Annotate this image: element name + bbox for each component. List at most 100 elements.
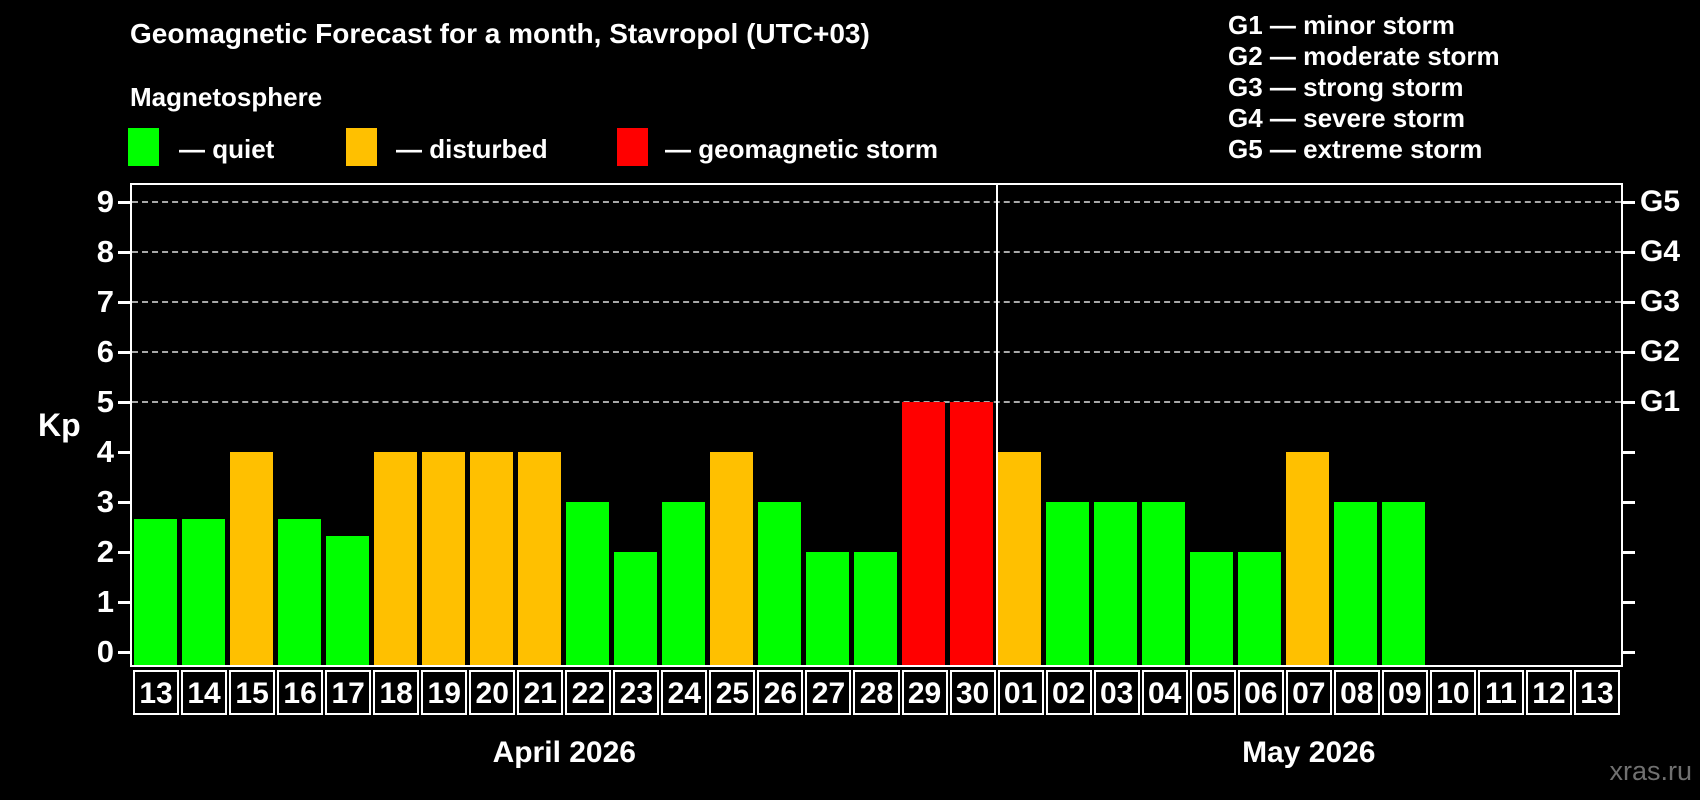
g-level-label-g3: G3 — [1640, 285, 1681, 318]
date-cell: 29 — [901, 670, 948, 715]
g-level-label-g4: G4 — [1640, 235, 1681, 268]
y-axis-tick — [118, 251, 130, 254]
date-cell: 20 — [469, 670, 516, 715]
kp-bar — [133, 518, 177, 665]
date-cell: 13 — [1573, 670, 1620, 715]
date-cell: 07 — [1285, 670, 1332, 715]
y-axis-title: Kp — [38, 407, 81, 443]
right-axis-tick — [1623, 351, 1635, 354]
date-cell: 28 — [853, 670, 900, 715]
date-cell: 04 — [1141, 670, 1188, 715]
y-axis-label-7: 7 — [96, 284, 114, 319]
date-cell: 18 — [373, 670, 420, 715]
right-axis-tick — [1623, 451, 1635, 454]
legend-label-quiet: — quiet — [179, 134, 275, 164]
legend-label-disturbed: — disturbed — [396, 134, 548, 164]
y-axis-tick — [118, 401, 130, 404]
y-axis-label-5: 5 — [96, 384, 114, 419]
date-cell: 26 — [757, 670, 804, 715]
kp-bar — [950, 402, 994, 665]
storm-scale-line-4: G4 — severe storm — [1228, 103, 1466, 133]
date-cell: 15 — [229, 670, 276, 715]
month-label-right: May 2026 — [1242, 736, 1376, 769]
right-axis-tick — [1623, 601, 1635, 604]
date-cell: 24 — [661, 670, 708, 715]
y-axis-tick — [118, 301, 130, 304]
y-axis-tick — [118, 501, 130, 504]
y-axis-label-3: 3 — [96, 484, 114, 519]
date-cell: 22 — [565, 670, 612, 715]
y-axis-tick — [118, 351, 130, 354]
right-axis-tick — [1623, 251, 1635, 254]
y-axis-label-2: 2 — [96, 534, 114, 569]
y-axis-label-4: 4 — [96, 434, 114, 469]
date-cell: 03 — [1093, 670, 1140, 715]
kp-bar — [902, 402, 946, 665]
date-cell: 25 — [709, 670, 756, 715]
kp-bar — [325, 535, 369, 665]
right-axis-tick — [1623, 401, 1635, 404]
date-cell: 21 — [517, 670, 564, 715]
magnetosphere-subtitle: Magnetosphere — [130, 82, 323, 112]
kp-bar — [998, 452, 1042, 665]
date-cell: 02 — [1045, 670, 1092, 715]
kp-bar — [757, 502, 801, 665]
disturbed-color-swatch-icon — [346, 128, 377, 166]
storm-scale-line-1: G1 — minor storm — [1228, 10, 1455, 40]
date-cell: 05 — [1189, 670, 1236, 715]
date-cell: 09 — [1381, 670, 1428, 715]
y-axis-tick — [118, 451, 130, 454]
kp-bar — [565, 502, 609, 665]
kp-bar — [229, 452, 273, 665]
quiet-color-swatch-icon — [128, 128, 159, 166]
kp-bar — [1286, 452, 1330, 665]
month-label-left: April 2026 — [492, 736, 636, 769]
gridline-kp6 — [132, 351, 1621, 353]
kp-bar — [1382, 502, 1426, 665]
date-cell: 30 — [949, 670, 996, 715]
storm-color-swatch-icon — [617, 128, 648, 166]
kp-bar — [373, 452, 417, 665]
storm-scale-legend: G1 — minor storm G2 — moderate storm G3 — … — [1228, 10, 1500, 165]
y-axis-label-6: 6 — [96, 334, 114, 369]
kp-bar — [661, 502, 705, 665]
watermark: xras.ru — [1609, 756, 1692, 786]
kp-bar — [421, 452, 465, 665]
kp-bar — [1334, 502, 1378, 665]
y-axis-label-1: 1 — [96, 584, 114, 619]
g-level-label-g2: G2 — [1640, 335, 1681, 368]
month-separator — [995, 185, 998, 665]
kp-bar — [854, 552, 897, 665]
kp-bar — [1046, 502, 1090, 665]
date-cell: 12 — [1525, 670, 1572, 715]
y-axis-label-9: 9 — [96, 184, 114, 219]
kp-bar — [805, 552, 849, 665]
plot-area — [130, 183, 1623, 667]
kp-bar — [1238, 552, 1282, 665]
kp-bar — [277, 518, 321, 665]
date-cell: 01 — [997, 670, 1044, 715]
legend-label-storm: — geomagnetic storm — [665, 134, 939, 164]
kp-bar — [709, 452, 753, 665]
y-axis-tick — [118, 601, 130, 604]
y-axis-tick — [118, 551, 130, 554]
y-axis-tick — [118, 201, 130, 204]
right-axis-tick — [1623, 651, 1635, 654]
kp-bar — [1142, 502, 1186, 665]
date-cell: 06 — [1237, 670, 1284, 715]
date-cell: 11 — [1477, 670, 1524, 715]
kp-bar — [181, 518, 225, 665]
kp-bar — [1190, 552, 1234, 665]
gridline-kp9 — [132, 201, 1621, 203]
date-cell: 13 — [133, 670, 180, 715]
right-axis-tick — [1623, 551, 1635, 554]
g-level-label-g5: G5 — [1640, 185, 1681, 218]
right-axis-tick — [1623, 301, 1635, 304]
date-cell: 23 — [613, 670, 660, 715]
kp-bar — [1094, 502, 1138, 665]
kp-bar — [517, 452, 561, 665]
y-axis-tick — [118, 651, 130, 654]
y-axis-label-8: 8 — [96, 234, 114, 269]
date-cell: 17 — [325, 670, 372, 715]
